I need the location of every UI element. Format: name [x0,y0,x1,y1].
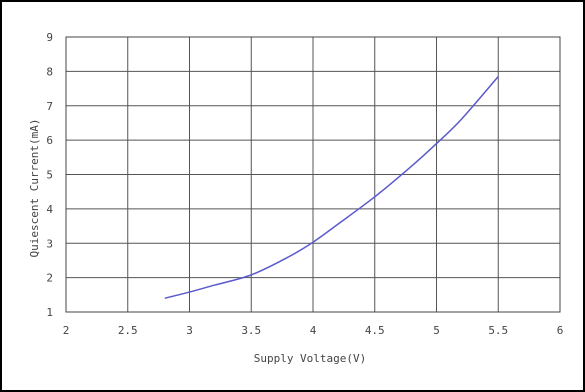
x-axis-title: Supply Voltage(V) [254,352,367,365]
series-layer [164,76,499,299]
plot-border [65,36,561,313]
x-tick-label: 4.5 [365,324,385,337]
y-axis-title: Quiescent Current(mA) [28,118,41,257]
x-tick-label: 3.5 [241,324,261,337]
y-tick-label: 2 [46,272,53,285]
x-tick-label: 3 [186,324,193,337]
y-tick-label: 8 [46,65,53,78]
x-tick-label: 2.5 [118,324,138,337]
y-tick-label: 5 [46,169,53,182]
series-line [164,76,499,299]
y-tick-label: 1 [46,306,53,319]
x-tick-label: 6 [557,324,564,337]
x-tick-label: 2 [63,324,70,337]
y-tick-label: 4 [46,203,53,216]
y-tick-label: 7 [46,100,53,113]
x-tick-label: 4 [310,324,317,337]
x-tick-label: 5.5 [488,324,508,337]
grid [65,36,561,313]
y-tick-label: 6 [46,134,53,147]
y-tick-label: 9 [46,31,53,44]
x-tick-label: 5 [433,324,440,337]
y-tick-label: 3 [46,237,53,250]
